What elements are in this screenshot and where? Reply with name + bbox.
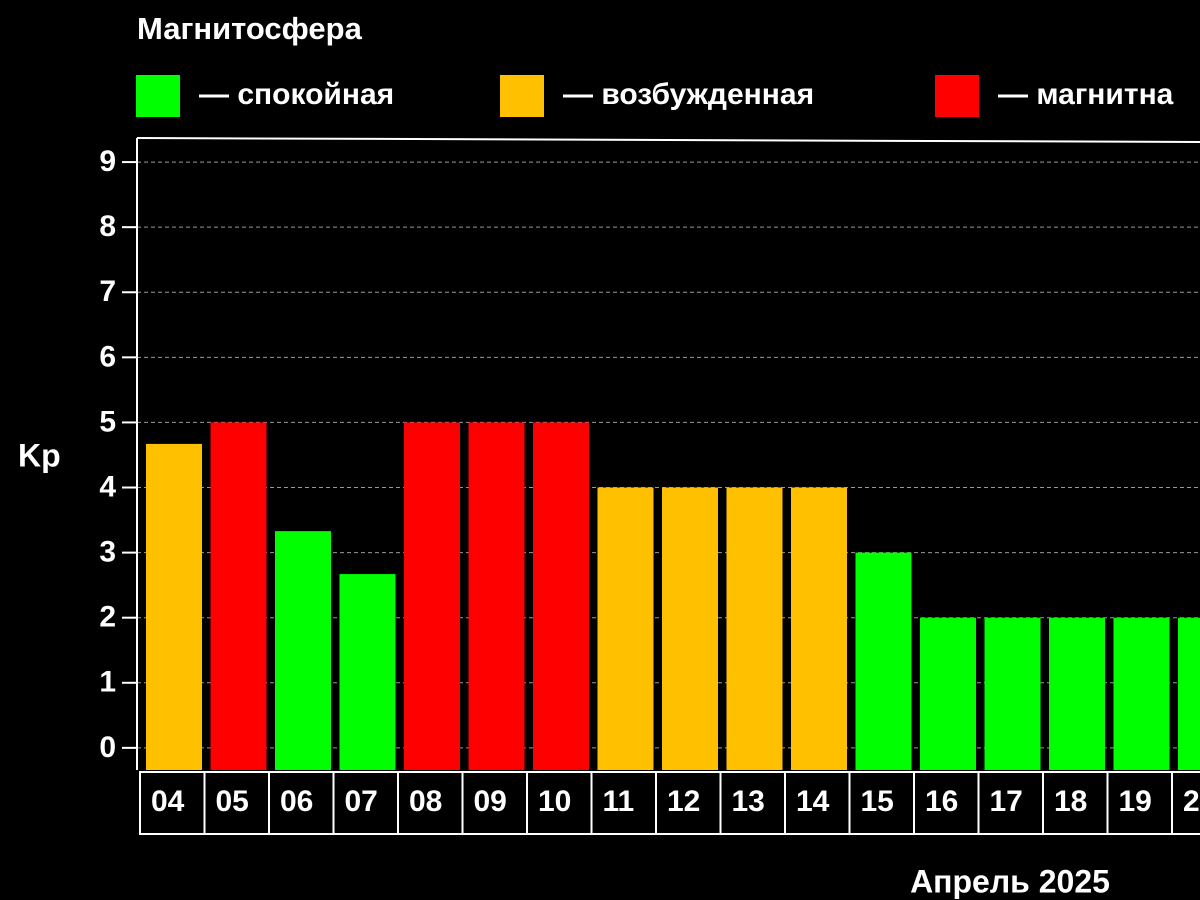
legend-swatch (500, 75, 544, 117)
x-tick-label: 19 (1119, 785, 1152, 818)
x-tick-label: 18 (1054, 785, 1087, 818)
bar (791, 487, 847, 770)
category-cell (1171, 771, 1200, 835)
legend-label: — возбужденная (563, 78, 814, 111)
bar (984, 617, 1041, 770)
bar (1113, 617, 1170, 770)
bar (146, 443, 202, 770)
x-tick-label: 06 (280, 785, 313, 818)
y-tick-label: 4 (99, 470, 116, 503)
x-tick-label: 09 (474, 785, 507, 818)
bar (1178, 617, 1200, 770)
y-tick-label: 3 (99, 536, 116, 569)
x-tick-label: 08 (409, 785, 442, 818)
legend-swatch (935, 75, 979, 117)
x-tick-label: 05 (216, 785, 249, 818)
x-tick-label: 16 (925, 785, 958, 818)
bar (726, 487, 783, 770)
bar (339, 574, 396, 770)
y-tick-label: 1 (99, 666, 116, 699)
x-tick-label: 2 (1183, 785, 1200, 818)
x-tick-label: 11 (603, 785, 635, 818)
chart-title: Магнитосфера (137, 11, 363, 46)
x-tick-label: 04 (151, 785, 185, 818)
legend-label: — магнитна (998, 78, 1174, 111)
y-tick-label: 0 (99, 731, 116, 764)
y-tick-label: 2 (99, 601, 116, 634)
legend-label: — спокойная (199, 78, 394, 111)
bar (920, 617, 976, 770)
y-tick-label: 8 (99, 210, 116, 243)
bar (468, 422, 525, 770)
bar (275, 531, 331, 770)
frame-top (136, 137, 1200, 143)
bar (533, 422, 589, 770)
x-tick-label: 07 (345, 785, 378, 818)
x-axis-label: Апрель 2025 (910, 863, 1110, 899)
y-axis-label: Kp (18, 437, 61, 473)
x-tick-label: 17 (990, 785, 1023, 818)
x-tick-label: 13 (732, 785, 765, 818)
x-tick-label: 15 (861, 785, 894, 818)
bar (855, 552, 912, 770)
legend-swatch (136, 75, 180, 117)
y-tick-label: 6 (99, 340, 116, 373)
bar (210, 422, 267, 770)
x-tick-label: 14 (796, 785, 830, 818)
bar (404, 422, 460, 770)
y-tick-label: 9 (99, 145, 116, 178)
y-tick-label: 7 (99, 275, 116, 308)
x-tick-label: 10 (538, 785, 571, 818)
bar (662, 487, 718, 770)
bar (597, 487, 654, 770)
x-tick-label: 12 (667, 785, 700, 818)
bar (1049, 617, 1105, 770)
y-tick-label: 5 (99, 405, 116, 438)
